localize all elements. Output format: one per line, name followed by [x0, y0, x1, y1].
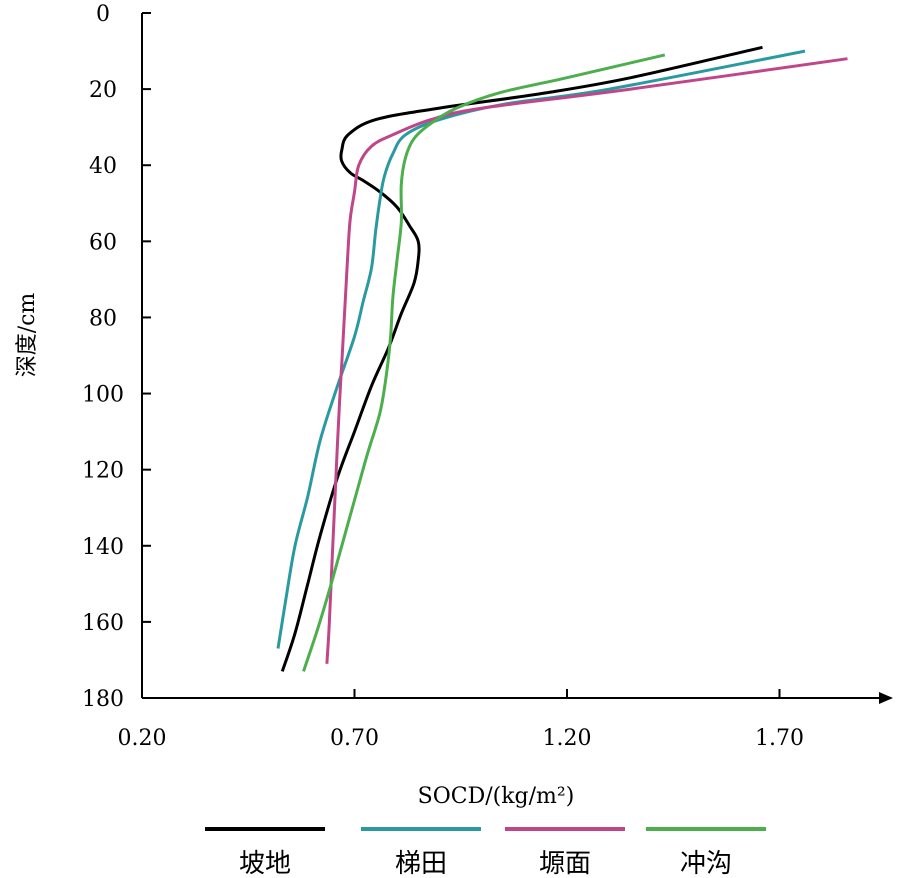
legend-label-1: 坡地 [239, 849, 291, 878]
y-tick-label: 60 [89, 230, 117, 255]
x-axis-arrow [879, 692, 893, 704]
y-tick-label: 80 [89, 306, 117, 331]
legend-label-2: 梯田 [395, 849, 447, 878]
x-tick-label: 1.70 [755, 726, 804, 751]
series-layer [276, 45, 848, 672]
x-ticks: 0.20 0.70 1.20 1.70 [118, 689, 804, 751]
y-ticks: 0 20 40 60 80 100 120 140 160 180 [82, 2, 151, 712]
legend-label-4: 冲沟 [680, 849, 732, 878]
y-tick-label: 120 [82, 459, 124, 484]
y-tick-label: 20 [89, 78, 117, 103]
y-axis-title: 深度/cm [15, 293, 40, 378]
y-tick-label: 180 [82, 687, 124, 712]
y-tick-label: 160 [82, 611, 124, 636]
series-line-4 [302, 53, 666, 672]
x-tick-label: 0.20 [118, 726, 167, 751]
x-axis-title: SOCD/(kg/m²) [418, 784, 575, 809]
series-line-1 [280, 45, 763, 672]
y-tick-label: 40 [89, 154, 117, 179]
y-tick-label: 0 [96, 2, 110, 27]
series-line-2 [276, 49, 806, 649]
x-tick-label: 0.70 [330, 726, 379, 751]
x-tick-label: 1.20 [543, 726, 592, 751]
legend: 坡地 梯田 塬面 冲沟 [205, 827, 766, 878]
series-line-3 [325, 57, 848, 664]
y-tick-label: 140 [82, 535, 124, 560]
axes [141, 13, 893, 704]
legend-label-3: 塬面 [539, 849, 591, 878]
y-tick-label: 100 [82, 383, 124, 408]
